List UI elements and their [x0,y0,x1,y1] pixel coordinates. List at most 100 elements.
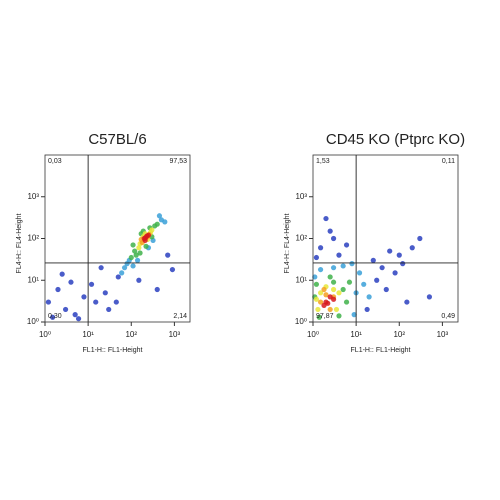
event-dot [55,286,61,293]
event-dot [321,286,327,293]
y-tick-label: 10⁰ [27,317,39,326]
event-dot [346,279,353,285]
event-dot [115,274,121,280]
event-dot [336,313,342,319]
x-tick-label: 10⁰ [307,330,319,339]
x-tick-label: 10¹ [350,330,362,339]
event-dot [98,265,104,271]
event-dot [327,274,333,280]
event-dot [426,294,433,300]
event-dot [379,265,385,271]
event-dot [113,299,119,305]
event-dot [325,300,331,306]
event-dot [165,252,171,258]
event-dot [169,266,176,273]
event-dot [330,296,337,302]
quadrant-percent: 97,53 [169,158,187,165]
quadrant-percent: 2,14 [173,313,187,320]
event-dot [72,312,78,318]
plot-title: C57BL/6 [88,131,146,148]
event-dot [343,299,350,305]
plot: C57BL/6 10⁰ 10¹ 10² 10³ 10⁰ 10¹ 10² 10³ 0,03 97,53… [16,131,191,354]
event-dot [313,281,320,287]
event-dot [156,213,163,219]
event-dot [392,270,398,276]
quadrant-percent: 97,87 [316,313,334,320]
event-dot [313,254,320,261]
event-dot [323,292,329,298]
event-dot [143,243,149,249]
y-tick-label: 10³ [27,192,39,201]
event-dot [330,265,337,271]
event-dot [81,294,87,300]
event-dot [136,245,142,251]
x-axis-label: FL1-H:: FL1-Height [351,347,411,354]
quadrant-percent: 0,30 [48,313,62,320]
event-dot [88,281,95,287]
event-dot [409,245,415,251]
event-dot [417,235,423,242]
event-dot [102,290,108,296]
event-dot [333,306,340,313]
event-dot [330,279,337,285]
event-dot [316,314,322,320]
x-tick-label: 10² [125,330,137,339]
x-tick-label: 10¹ [82,330,94,339]
event-dot [130,242,136,248]
event-dot [364,306,370,313]
event-dot [317,245,324,251]
y-tick-label: 10³ [295,192,307,201]
y-tick-label: 10¹ [295,275,307,284]
event-dot [134,257,141,263]
event-dot [68,279,74,285]
x-axis-label: FL1-H:: FL1-Height [83,347,143,354]
event-dot [396,252,402,258]
event-dot [351,312,357,318]
y-tick-label: 10² [27,234,39,243]
y-axis-label: FL4-H:: FL4-Height [284,213,291,273]
event-dot [143,235,149,241]
y-tick-label: 10² [295,234,307,243]
event-dot [315,306,321,313]
event-dot [400,261,406,267]
event-dot [340,263,346,269]
quadrant-percent: 0,49 [441,313,455,320]
event-dot [62,306,69,313]
plot-frame [44,154,191,323]
event-dot [317,299,324,305]
event-dot [133,252,139,258]
event-dot [154,221,160,227]
event-dot [93,299,99,305]
event-dot [336,252,342,258]
quadrant-percent: 1,53 [316,158,330,165]
y-tick-label: 10¹ [27,275,39,284]
event-dot [343,242,350,248]
event-dot [317,290,324,296]
event-dot [330,235,337,242]
event-dot [404,299,410,305]
event-dot [312,274,318,280]
event-dot [370,257,376,263]
event-dot [366,294,372,300]
plot-title: CD45 KO (Ptprc KO) [326,131,465,148]
event-dot [49,314,56,320]
event-dot [327,228,333,234]
event-dot [317,266,324,273]
event-dot [387,248,393,254]
event-dot [336,290,342,296]
event-dot [374,277,380,283]
event-dot [75,316,82,322]
event-dot [323,215,329,222]
y-tick-label: 10⁰ [295,317,307,326]
quadrant-percent: 0,11 [442,158,455,165]
x-tick-label: 10³ [169,330,181,339]
event-dot [162,219,168,225]
event-dot [327,306,333,313]
event-dot [121,265,128,271]
event-dot [154,286,160,293]
event-dot [356,270,363,276]
x-tick-label: 10⁰ [39,330,51,339]
event-dot [383,286,389,293]
x-tick-label: 10³ [437,330,449,339]
